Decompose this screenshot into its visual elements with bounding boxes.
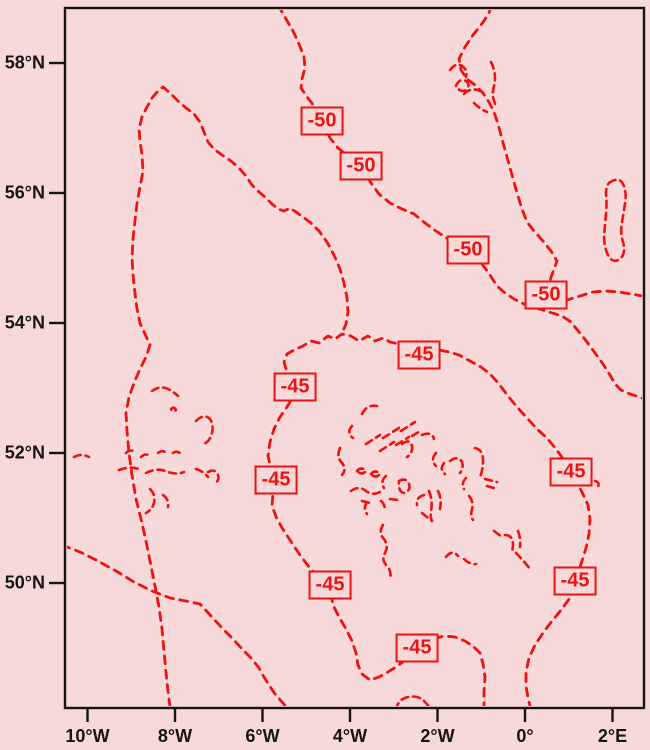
contour-value-label: -50 <box>300 106 344 136</box>
contour-fragment <box>117 466 141 472</box>
contour-value-label: -45 <box>273 372 317 402</box>
contour-fragment <box>379 523 392 580</box>
contour-fragment <box>399 420 417 433</box>
contour-fragment <box>436 489 442 511</box>
x-tick-label: 4°W <box>332 726 368 746</box>
y-tick-label: 52°N <box>4 442 45 463</box>
contour-fragment <box>381 426 401 440</box>
contour-value-label: -45 <box>254 465 298 495</box>
contour-fragment <box>461 476 468 491</box>
contour-fragment <box>379 499 386 513</box>
contour-fragment <box>337 446 346 477</box>
contour-fragment <box>514 551 532 571</box>
contour-fragment <box>394 435 411 447</box>
contour-line-sw-diagonal <box>67 545 288 706</box>
contour-fragment <box>483 477 499 484</box>
contour-fragment <box>462 557 478 566</box>
contour-fragment <box>462 88 484 96</box>
contour-fragment <box>369 470 382 478</box>
contour-fragment <box>395 695 431 706</box>
contour-line-minus45-loop <box>266 332 592 706</box>
y-tick-label: 50°N <box>4 572 45 593</box>
contour-fragment <box>364 433 382 446</box>
contour-fragment <box>124 449 138 455</box>
contour-fragment <box>472 101 489 114</box>
contour-fragment <box>489 60 498 108</box>
contour-fragment <box>150 386 180 398</box>
contour-fragment <box>516 529 522 549</box>
contour-value-label: -45 <box>549 457 593 487</box>
contour-fragment <box>448 456 464 475</box>
contour-fragment <box>427 489 434 523</box>
contour-fragment <box>420 511 434 523</box>
x-tick-label: 8°W <box>157 726 193 746</box>
contour-fragment <box>171 450 183 456</box>
contour-fragment <box>161 493 170 509</box>
contour-fragment <box>473 446 485 479</box>
contour-fragment <box>381 474 388 490</box>
contour-fragment <box>194 415 214 446</box>
contour-fragment <box>593 479 600 489</box>
contour-fragment <box>72 453 91 459</box>
x-tick-label: 10°W <box>65 726 110 746</box>
y-tick-label: 56°N <box>4 182 45 203</box>
x-tick-label: 0° <box>516 726 534 746</box>
contour-fragment <box>397 478 411 495</box>
contour-value-label: -50 <box>446 235 490 265</box>
contour-fragment <box>420 432 436 441</box>
contour-fragment <box>206 469 220 485</box>
contour-fragment <box>431 451 438 468</box>
contour-fragment <box>444 551 460 559</box>
y-tick-label: 58°N <box>4 52 45 73</box>
contour-fragment <box>448 63 468 79</box>
contour-fragment <box>415 493 426 507</box>
contour-fragment <box>467 494 475 522</box>
contour-fragment <box>492 529 504 539</box>
contour-fragment <box>485 484 499 491</box>
x-tick-label: 2°W <box>420 726 455 746</box>
contour-value-label: -50 <box>524 280 568 310</box>
contour-value-label: -50 <box>339 151 383 181</box>
contour-fragment <box>169 406 178 413</box>
contour-value-label: -45 <box>308 570 352 600</box>
x-tick-label: 2°E <box>597 726 628 746</box>
x-tick-label: 6°W <box>245 726 280 746</box>
contour-fragment <box>349 486 382 496</box>
y-tick-label: 54°N <box>4 312 45 333</box>
contour-line-minus50-a <box>279 10 642 400</box>
contour-value-label: -45 <box>395 633 439 663</box>
contour-fragment <box>503 533 515 555</box>
contour-lines-group <box>67 10 642 706</box>
contour-value-label: -45 <box>397 340 441 370</box>
contour-fragment <box>194 467 210 479</box>
contour-fragment <box>144 487 156 515</box>
contour-fragment <box>156 449 170 456</box>
contour-fragment <box>347 424 355 440</box>
contour-fragment <box>144 468 186 475</box>
contour-fragment <box>454 78 470 93</box>
contour-fragment <box>139 453 153 459</box>
contour-fragment-ring <box>602 178 627 263</box>
plot-frame <box>63 6 646 710</box>
contour-fragment <box>360 404 379 416</box>
contour-fragment <box>400 440 414 459</box>
contour-fragment <box>378 440 396 453</box>
contour-fragment <box>388 497 400 502</box>
contour-fragment <box>363 500 369 516</box>
contour-line-west-arc <box>124 85 350 706</box>
contour-fragment <box>410 428 424 438</box>
contour-value-label: -45 <box>553 566 597 596</box>
contour-line-minus50-b <box>457 10 642 304</box>
axis-ticks-group <box>49 61 614 722</box>
contour-fragment <box>355 467 368 475</box>
contour-fragment <box>440 461 447 476</box>
